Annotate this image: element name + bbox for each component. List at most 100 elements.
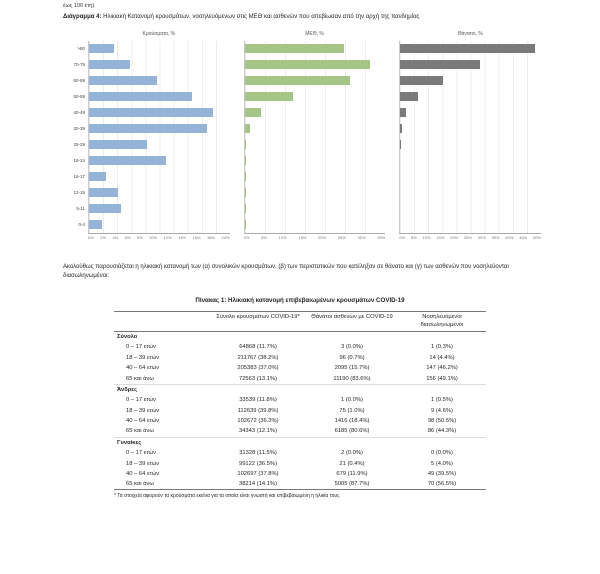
x-tick-label: 10%: [278, 234, 287, 240]
age-label: 25-29: [73, 141, 85, 147]
bar: [89, 172, 106, 182]
x-tick-label: 0%: [399, 234, 406, 240]
bar-row: [400, 185, 541, 201]
bars-deaths: [399, 40, 542, 234]
age-label: 18-24: [73, 157, 85, 163]
bar-row: [89, 201, 230, 217]
x-tick-label: 14%: [178, 234, 187, 240]
table-row: 0 – 17 ετών 31328 (11.5%) 2 (0.0%) 0 (0.0%): [114, 448, 486, 458]
bar-row: [400, 169, 541, 185]
bar: [89, 140, 147, 150]
x-tick-label: 0%: [88, 234, 94, 240]
bar-row: [400, 137, 541, 153]
bar-row: [400, 121, 541, 137]
x-tick-label: 4%: [112, 234, 119, 240]
bar-row: [89, 169, 230, 185]
table-row: 18 – 39 ετών 112639 (39.8%) 75 (1.0%) 9 (4.…: [114, 405, 486, 415]
table-section-label: Άνδρες: [114, 383, 486, 396]
x-tick-label: 30%: [357, 234, 366, 240]
table-section-label: Γυναίκες: [114, 436, 486, 448]
table-row: 65 και άνω 34343 (12.1%) 6185 (80.6%) 86 (4…: [114, 426, 486, 437]
x-tick-label: 5%: [261, 234, 267, 240]
age-group-label: 40 – 64 ετών: [126, 365, 160, 372]
age-group-label: 40 – 64 ετών: [126, 470, 160, 477]
x-tick-label: 35%: [491, 234, 500, 240]
chart-panel-deaths: Θάνατοι, % 0% 5% 10% 15% 20% 25% 30% 35% 40% 45% 5…: [399, 31, 542, 240]
table-cell: 31328 (11.5%): [239, 450, 277, 457]
table-cell: 211767 (38.2%): [237, 354, 279, 361]
body-paragraph: Ακολούθως παρουσιάζεται η ηλικιακή καταν…: [63, 263, 509, 280]
bar: [244, 44, 345, 54]
bar: [400, 60, 480, 70]
bar: [89, 76, 157, 86]
age-axis-labels: >80 70-79 60-69 50-59 40-49 30-39 25-29 18-24 16…: [63, 31, 88, 240]
bar-row: [89, 217, 230, 233]
age-group-label: 0 – 17 ετών: [126, 397, 156, 404]
table-cell: 112639 (39.8%): [237, 407, 279, 414]
age-group-label: 40 – 64 ετών: [126, 418, 160, 425]
x-axis-icu: 0% 5% 10% 15% 20% 25% 30% 35%: [244, 234, 386, 240]
table-cell: 156 (49.1%): [426, 375, 458, 382]
age-table: Σύνολο κρουσμάτων COVID-19* Θάνατοι ασθε…: [114, 311, 486, 491]
age-label: 60-69: [73, 77, 85, 83]
bar-row: [89, 185, 230, 201]
bar: [244, 156, 246, 166]
x-tick-label: 0%: [243, 234, 250, 240]
table-title: Πίνακας 1: Ηλικιακή κατανομή επιβεβαιωμέ…: [195, 297, 405, 305]
x-tick-label: 10%: [149, 234, 158, 240]
age-label: 5-11: [76, 205, 85, 211]
table-cell: 98 (50.5%): [427, 418, 457, 425]
age-table-header: Σύνολο κρουσμάτων COVID-19* Θάνατοι ασθε…: [114, 311, 486, 332]
chart-panel-cases: Κρούσματα, % 0% 2% 4% 6% 8% 10% 12% 14% 16% 18% 20…: [88, 31, 230, 240]
panel-title-icu: ΜΕΘ, %: [305, 30, 324, 37]
bar: [244, 108, 262, 118]
x-tick-label: 10%: [422, 234, 431, 240]
table-section-row: Άνδρες: [114, 383, 486, 396]
table-row: 18 – 39 ετών 211767 (38.2%) 96 (0.7%) 14 (4…: [114, 353, 486, 363]
x-axis-deaths: 0% 5% 10% 15% 20% 25% 30% 35% 40% 45% 50%: [399, 234, 541, 240]
bar-row: [244, 57, 386, 73]
bar-row: [89, 137, 230, 153]
bar-row: [400, 73, 541, 89]
bar: [89, 108, 213, 118]
age-label: 12-15: [73, 189, 85, 195]
bar: [400, 108, 406, 118]
x-tick-label: 16%: [192, 234, 201, 240]
age-group-label: 65 και άνω: [114, 479, 210, 491]
bar-row: [400, 57, 541, 73]
bar-row: [89, 153, 230, 169]
bar-row: [400, 201, 541, 217]
age-table-body: Σύνολο 0 – 17 ετών 64868 (11.7%) 3 (0.0%) 1 …: [114, 331, 486, 491]
bars-icu: [243, 40, 386, 234]
bar-row: [244, 137, 386, 153]
bar: [89, 204, 122, 214]
x-tick-label: 45%: [519, 234, 528, 240]
table-cell: 102697 (37.8%): [237, 470, 279, 477]
bar-row: [244, 73, 386, 89]
table-cell: 11190 (83.6%): [333, 375, 371, 382]
table-row: 40 – 64 ετών 102672 (36.3%) 1416 (18.4%) 98…: [114, 416, 486, 426]
x-tick-label: 35%: [377, 234, 386, 240]
bar-row: [244, 105, 386, 121]
table-cell: 49 (39.5%): [427, 470, 457, 477]
bar-row: [244, 153, 386, 169]
age-label: 30-39: [73, 125, 85, 131]
bar: [244, 60, 371, 70]
x-tick-label: 40%: [505, 234, 514, 240]
bar: [244, 76, 350, 86]
age-label: 70-79: [73, 61, 85, 67]
table-cell: 72563 (13.1%): [238, 375, 278, 382]
bar-row: [89, 41, 230, 57]
x-tick-label: 15%: [298, 234, 307, 240]
table-section-row: Σύνολο: [114, 331, 486, 342]
bar-row: [400, 217, 541, 233]
x-tick-label: 6%: [124, 234, 131, 240]
x-tick-label: 20%: [450, 234, 459, 240]
table-cell: 2 (0.0%): [341, 450, 363, 457]
table-cell: 64868 (11.7%): [239, 344, 277, 351]
table-cell: 21 (0.4%): [339, 460, 365, 467]
bar: [400, 76, 443, 86]
x-tick-label: 15%: [436, 234, 445, 240]
table-cell: 0 (0.0%): [431, 450, 453, 457]
bar: [400, 124, 402, 134]
